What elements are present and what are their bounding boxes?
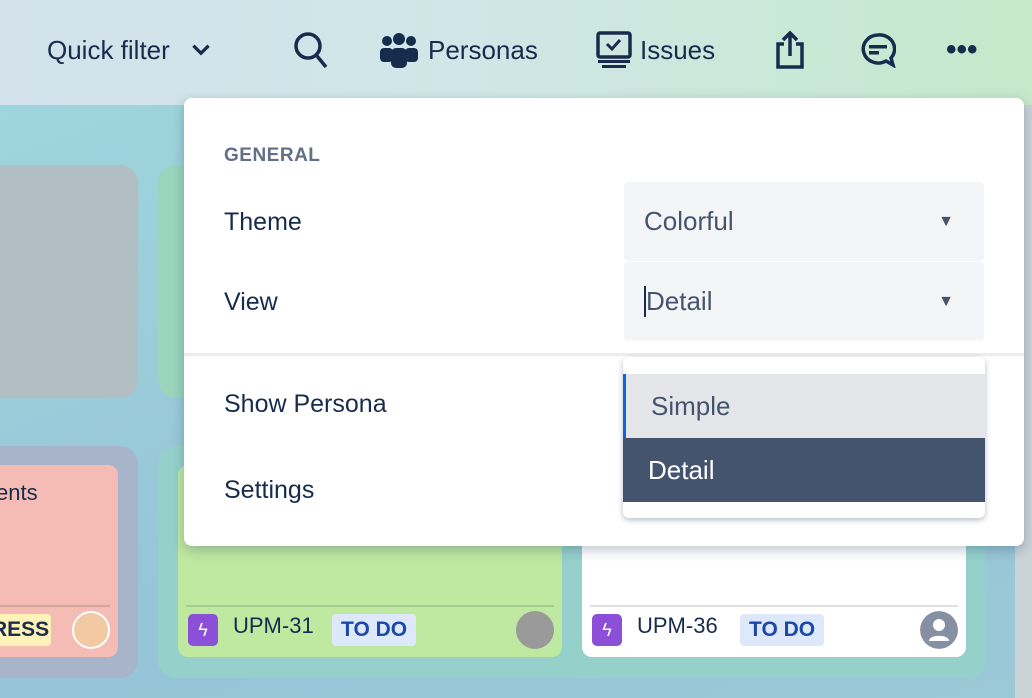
search-icon xyxy=(294,32,328,69)
option-label: Simple xyxy=(651,390,731,421)
share-icon xyxy=(776,30,804,69)
divider xyxy=(0,605,110,607)
more-icon: ••• xyxy=(946,33,978,66)
comment-icon xyxy=(861,33,896,68)
share-button[interactable] xyxy=(775,30,805,70)
divider xyxy=(186,605,554,607)
status-badge[interactable]: TO DO xyxy=(332,614,417,646)
issue-card[interactable]: ents RESS xyxy=(0,465,118,657)
divider xyxy=(590,605,958,607)
issue-key[interactable]: UPM-36 xyxy=(637,613,718,638)
people-icon xyxy=(380,33,418,68)
theme-label: Theme xyxy=(224,208,302,236)
status-badge[interactable]: RESS xyxy=(0,614,52,646)
theme-select[interactable]: Colorful ▼ xyxy=(624,182,984,261)
option-label: Detail xyxy=(648,454,715,485)
chevron-down-icon: ▼ xyxy=(938,292,954,310)
avatar[interactable] xyxy=(516,611,554,649)
view-value[interactable]: Detail xyxy=(644,286,713,317)
view-select[interactable]: Detail ▼ xyxy=(624,262,984,341)
theme-value: Colorful xyxy=(644,206,734,236)
personas-label: Personas xyxy=(428,34,538,65)
view-options-menu: Simple Detail xyxy=(623,357,985,518)
status-badge[interactable]: TO DO xyxy=(740,614,825,646)
card-title: ents xyxy=(0,480,38,505)
lightning-icon: ϟ xyxy=(188,614,218,646)
quick-filter-button[interactable]: Quick filter xyxy=(47,30,214,70)
default-avatar-icon[interactable] xyxy=(920,611,958,649)
section-heading: GENERAL xyxy=(224,145,321,166)
option-simple[interactable]: Simple xyxy=(623,374,985,438)
comment-button[interactable] xyxy=(860,30,896,70)
divider xyxy=(184,353,1024,356)
chevron-down-icon xyxy=(192,44,210,56)
search-button[interactable] xyxy=(292,30,330,70)
show-persona-item[interactable]: Show Persona xyxy=(224,390,387,418)
monitor-check-icon xyxy=(596,31,632,68)
personas-button[interactable]: Personas xyxy=(378,30,538,70)
issues-button[interactable]: Issues xyxy=(596,30,715,70)
issue-key[interactable]: UPM-31 xyxy=(233,613,314,638)
board-column xyxy=(0,165,138,398)
option-detail[interactable]: Detail xyxy=(623,438,985,502)
quick-filter-label: Quick filter xyxy=(47,34,170,65)
board-header: Quick filter Personas Issues ••• xyxy=(0,0,1032,105)
settings-item[interactable]: Settings xyxy=(224,476,315,504)
chevron-down-icon: ▼ xyxy=(938,212,954,230)
view-label: View xyxy=(224,288,278,316)
avatar[interactable] xyxy=(72,611,110,649)
more-button[interactable]: ••• xyxy=(946,30,978,70)
issues-label: Issues xyxy=(640,34,716,65)
lightning-icon: ϟ xyxy=(592,614,622,646)
